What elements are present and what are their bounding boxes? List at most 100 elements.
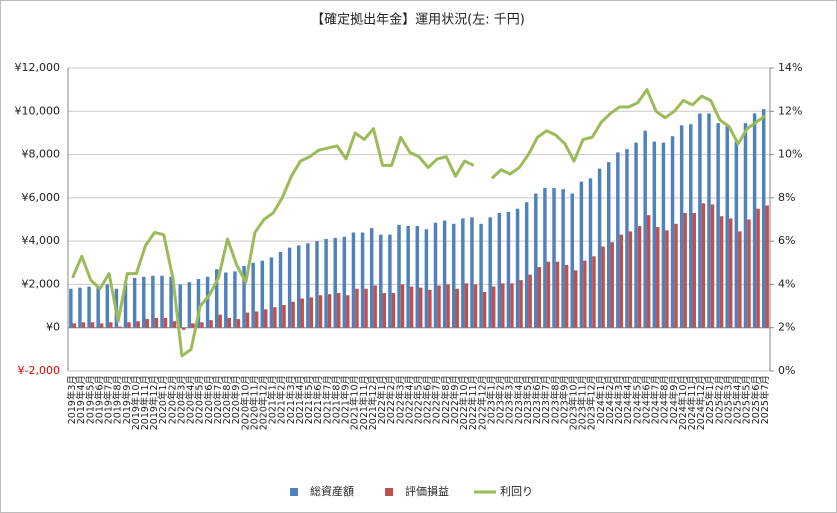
bar <box>707 113 711 328</box>
bar <box>524 202 529 328</box>
legend-label: 利回り <box>500 485 533 498</box>
legend-label: 総資産額 <box>310 484 354 498</box>
bar <box>160 275 164 328</box>
bar <box>136 321 140 328</box>
bar <box>501 283 505 328</box>
bar <box>209 320 213 328</box>
bar <box>72 323 77 328</box>
bar <box>437 285 441 328</box>
bar <box>127 322 131 328</box>
bar <box>309 297 314 328</box>
x-tick-label: 2024年11月 <box>686 375 698 430</box>
bar <box>601 246 605 328</box>
x-tick-label: 2024年1月 <box>595 375 607 424</box>
bar <box>145 319 149 328</box>
bar <box>546 261 551 328</box>
x-tick-label: 2019年7月 <box>103 375 115 424</box>
x-tick-label: 2020年5月 <box>194 375 206 424</box>
x-tick-label: 2023年7月 <box>540 375 552 424</box>
bar <box>382 293 386 328</box>
bar <box>479 223 483 328</box>
bar <box>172 321 177 328</box>
x-tick-label: 2023年5月 <box>522 375 534 424</box>
bar <box>269 257 274 328</box>
bar <box>643 130 647 328</box>
line <box>71 88 767 358</box>
x-tick-label: 2020年11月 <box>248 375 260 430</box>
bar <box>181 327 186 330</box>
bar <box>597 168 602 328</box>
bar <box>537 267 541 328</box>
x-tick-label: 2020年12月 <box>258 375 270 430</box>
bar <box>306 243 310 328</box>
bar <box>333 237 337 328</box>
x-tick-label: 2021年8月 <box>330 375 342 424</box>
bar <box>616 152 620 328</box>
bar <box>610 242 614 328</box>
x-tick-label: 2024年8月 <box>659 375 671 424</box>
bar <box>506 211 511 328</box>
bar <box>528 274 532 328</box>
x-tick-label: 2021年5月 <box>303 375 315 424</box>
y-tick-label: ¥12,000 <box>15 61 61 74</box>
bar <box>552 188 556 328</box>
y2-tick-label: 6% <box>778 234 795 247</box>
x-tick-label: 2025年1月 <box>704 375 716 424</box>
bar <box>747 219 751 328</box>
bar <box>428 289 432 328</box>
x-tick-label: 2019年10月 <box>130 375 142 430</box>
bar <box>719 216 724 328</box>
x-tick-label: 2024年5月 <box>631 375 643 424</box>
x-tick-label: 2020年1月 <box>157 375 169 424</box>
bar <box>406 225 410 328</box>
x-tick-label: 2024年10月 <box>677 375 689 430</box>
bar <box>132 277 137 328</box>
y2-tick-label: 10% <box>778 148 802 161</box>
bar <box>346 295 350 328</box>
bar <box>90 322 95 328</box>
bar <box>656 227 660 328</box>
x-tick-label: 2021年6月 <box>312 375 324 424</box>
y2-tick-label: 12% <box>778 104 802 117</box>
bar <box>360 232 365 328</box>
bar <box>109 322 113 328</box>
bar <box>765 205 769 328</box>
x-tick-label: 2021年3月 <box>285 375 297 424</box>
bar <box>105 284 110 328</box>
bar <box>373 285 377 328</box>
bar <box>287 247 292 328</box>
bar <box>701 203 706 328</box>
bar <box>689 124 693 328</box>
x-tick-label: 2022年4月 <box>403 375 415 424</box>
y-tick-label: ¥6,000 <box>22 191 61 204</box>
x-tick-label: 2019年9月 <box>121 375 133 424</box>
x-tick-label: 2020年4月 <box>185 375 197 424</box>
bar <box>69 288 73 328</box>
bar <box>455 288 459 328</box>
bar <box>452 223 456 328</box>
bar <box>297 245 301 328</box>
x-tick-label: 2019年3月 <box>66 375 78 424</box>
bar <box>674 223 678 328</box>
bar <box>300 298 304 328</box>
y2-tick-label: 2% <box>778 321 795 334</box>
bar <box>123 282 128 328</box>
bar <box>163 317 168 328</box>
x-tick-label: 2024年7月 <box>650 375 662 424</box>
bar <box>738 231 742 328</box>
bar <box>579 181 584 328</box>
bar <box>573 270 578 328</box>
bar <box>315 241 319 328</box>
bar <box>327 294 332 328</box>
bar <box>419 287 423 328</box>
x-tick-label: 2022年5月 <box>413 375 425 424</box>
bar <box>99 323 104 328</box>
x-tick-label: 2022年7月 <box>431 375 443 424</box>
x-tick-label: 2024年9月 <box>668 375 680 424</box>
bar <box>491 286 496 328</box>
bar <box>433 222 438 328</box>
x-tick-label: 2025年3月 <box>722 375 734 424</box>
bar <box>379 234 383 328</box>
x-tick-label: 2021年4月 <box>294 375 306 424</box>
